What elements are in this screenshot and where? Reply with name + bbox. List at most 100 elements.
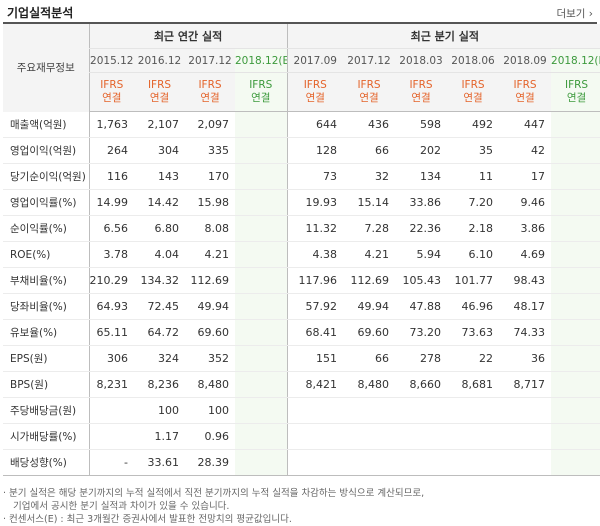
table-cell: 64.72 [134, 319, 185, 346]
table-cell: 69.60 [185, 319, 235, 346]
table-cell: 335 [185, 137, 235, 164]
row-label: ROE(%) [3, 241, 89, 268]
footnote-3: · 컨센서스(E) : 최근 3개월간 증권사에서 발표한 전망치의 평균값입니… [3, 514, 292, 525]
table-cell [343, 397, 396, 424]
row-label: BPS(원) [3, 371, 89, 398]
chevron-right-icon: › [588, 8, 593, 20]
table-cell: 4.21 [185, 241, 235, 268]
table-row: 당좌비율(%) 64.93 72.45 49.94 57.92 49.94 47.88 46.… [3, 293, 600, 320]
table-cell: 22.36 [395, 215, 448, 242]
footnotes: · 분기 실적은 해당 분기까지의 누적 실적에서 직전 분기까지의 누적 실적… [3, 487, 600, 526]
table-cell [447, 423, 500, 450]
table-cell: 264 [88, 137, 134, 164]
table-cell: 8,717 [499, 371, 552, 398]
table-cell: 69.60 [343, 319, 396, 346]
table-row: 시가배당률(%) 1.17 0.96 [3, 423, 600, 450]
period-header: 2018.03 [395, 48, 448, 73]
table-cell: 11.32 [286, 215, 344, 242]
table-cell [286, 449, 344, 476]
table-row: 주당배당금(원) 100 100 [3, 397, 600, 424]
table-cell: 134 [395, 163, 448, 190]
table-cell: 447 [499, 111, 552, 138]
table-cell: 4.04 [134, 241, 185, 268]
table-cell: 66 [343, 345, 396, 372]
ifrs-label: IFRS 연결 [395, 72, 448, 112]
table-cell [551, 215, 600, 242]
table-cell: 143 [134, 163, 185, 190]
table-cell [235, 163, 288, 190]
table-cell: 5.94 [395, 241, 448, 268]
table-row: ROE(%) 3.78 4.04 4.21 4.38 4.21 5.94 6.10 4.69 [3, 241, 600, 268]
table-cell [235, 449, 288, 476]
table-row: 유보율(%) 65.11 64.72 69.60 68.41 69.60 73.20 73.6… [3, 319, 600, 346]
table-cell: 36 [499, 345, 552, 372]
table-cell: 48.17 [499, 293, 552, 320]
more-link[interactable]: 더보기 › [556, 8, 593, 20]
table-cell: 8,480 [185, 371, 235, 398]
ifrs-label: IFRS 연결 [499, 72, 552, 112]
table-cell: 42 [499, 137, 552, 164]
table-cell [286, 423, 344, 450]
table-cell: 22 [447, 345, 500, 372]
table-cell [551, 449, 600, 476]
table-cell [395, 449, 448, 476]
table-cell: 210.29 [88, 267, 134, 294]
table-cell [235, 293, 288, 320]
table-row: 배당성향(%) -33.61 28.39 [3, 449, 600, 476]
table-cell [551, 241, 600, 268]
footnote-2: 기업에서 공시한 분기 실적과 차이가 있을 수 있습니다. [13, 501, 230, 512]
table-row: 영업이익(억원) 264 304 335 128 66 202 35 42 [3, 137, 600, 164]
table-cell: 324 [134, 345, 185, 372]
table-cell: 19.93 [286, 189, 344, 216]
table-cell: 352 [185, 345, 235, 372]
table-cell [235, 371, 288, 398]
table-cell: 49.94 [185, 293, 235, 320]
table-cell: 8,480 [343, 371, 396, 398]
table-cell: 202 [395, 137, 448, 164]
top-divider [3, 22, 597, 24]
table-cell: 9.46 [499, 189, 552, 216]
footnote-1: · 분기 실적은 해당 분기까지의 누적 실적에서 직전 분기까지의 누적 실적… [3, 488, 425, 499]
table-cell: 98.43 [499, 267, 552, 294]
table-cell: 4.38 [286, 241, 344, 268]
row-label: EPS(원) [3, 345, 89, 372]
period-header: 2018.12(E) [235, 48, 288, 73]
table-cell: 8,660 [395, 371, 448, 398]
table-cell: 28.39 [185, 449, 235, 476]
table-cell [235, 111, 288, 138]
table-cell: 304 [134, 137, 185, 164]
table-row: EPS(원) 306 324 352 151 66 278 22 36 [3, 345, 600, 372]
annual-group-header: 최근 연간 실적 [88, 24, 288, 49]
item-header: 주요재무정보 [3, 24, 89, 112]
period-header: 2018.09 [499, 48, 552, 73]
table-cell: 11 [447, 163, 500, 190]
row-label: 영업이익률(%) [3, 189, 89, 216]
table-cell: 33.61 [134, 449, 185, 476]
table-cell: 65.11 [88, 319, 134, 346]
table-cell: 32 [343, 163, 396, 190]
table-cell: 306 [88, 345, 134, 372]
table-cell: 46.96 [447, 293, 500, 320]
table-cell [551, 189, 600, 216]
table-cell: 49.94 [343, 293, 396, 320]
table-cell [551, 137, 600, 164]
table-cell: 170 [185, 163, 235, 190]
table-cell: 2,107 [134, 111, 185, 138]
table-cell [395, 397, 448, 424]
table-cell: 14.99 [88, 189, 134, 216]
table-cell: 8,231 [88, 371, 134, 398]
table-cell: 112.69 [185, 267, 235, 294]
table-cell: 6.10 [447, 241, 500, 268]
table-cell [551, 397, 600, 424]
table-cell: 0.96 [185, 423, 235, 450]
table-cell [499, 449, 552, 476]
table-cell [551, 163, 600, 190]
table-row: 영업이익률(%) 14.99 14.42 15.98 19.93 15.14 33.86 7.… [3, 189, 600, 216]
table-cell: 33.86 [395, 189, 448, 216]
table-cell [499, 423, 552, 450]
ifrs-label: IFRS 연결 [88, 72, 134, 112]
table-cell: 14.42 [134, 189, 185, 216]
table-cell: 6.56 [88, 215, 134, 242]
table-cell [447, 397, 500, 424]
table-cell: 74.33 [499, 319, 552, 346]
